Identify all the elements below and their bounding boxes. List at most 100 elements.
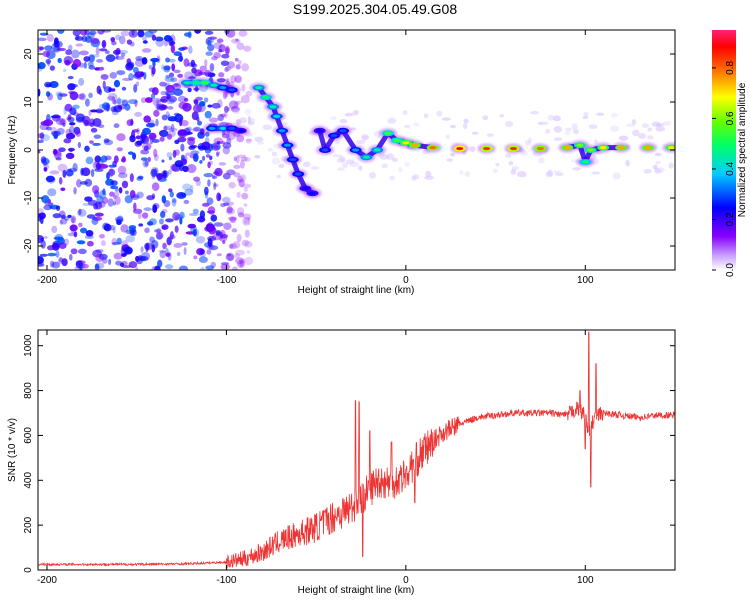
noise-blob (183, 247, 187, 256)
noise-blob (243, 218, 248, 225)
noise-blob (43, 204, 53, 211)
noise-blob (237, 154, 247, 159)
noise-blob (128, 225, 137, 230)
noise-blob (207, 39, 212, 46)
noise-blob (109, 191, 115, 197)
noise-blob (582, 115, 589, 120)
noise-blob (202, 155, 206, 161)
noise-blob (564, 131, 571, 136)
noise-blob (247, 217, 251, 226)
signal-core (219, 86, 227, 90)
noise-blob (238, 258, 246, 264)
noise-blob (227, 61, 236, 69)
noise-blob (171, 83, 182, 90)
signal-core (384, 131, 392, 135)
noise-blob (39, 253, 48, 257)
noise-blob (121, 156, 126, 162)
noise-blob (207, 238, 213, 247)
noise-blob (73, 186, 77, 195)
noise-blob (90, 168, 95, 178)
noise-blob (152, 97, 162, 107)
noise-blob (206, 249, 212, 255)
noise-blob (226, 169, 236, 176)
noise-blob (76, 240, 86, 245)
noise-blob (193, 176, 201, 182)
noise-blob (121, 240, 129, 249)
noise-blob (165, 57, 170, 63)
noise-blob (271, 151, 278, 157)
noise-blob (241, 183, 252, 189)
noise-blob (58, 177, 63, 185)
noise-blob (151, 66, 156, 75)
noise-blob (65, 132, 76, 140)
noise-blob (75, 113, 85, 122)
noise-blob (78, 50, 89, 56)
signal-core (411, 143, 419, 147)
noise-blob (72, 162, 78, 172)
noise-blob (147, 119, 155, 127)
noise-blob (84, 145, 90, 152)
signal-core (237, 129, 245, 133)
signal-core (208, 126, 216, 130)
noise-blob (192, 104, 203, 113)
noise-blob (239, 260, 244, 267)
noise-blob (142, 134, 148, 143)
noise-blob (243, 203, 248, 207)
noise-blob (57, 30, 65, 34)
noise-blob (610, 125, 619, 132)
noise-blob (212, 174, 216, 180)
noise-blob (341, 162, 349, 168)
noise-blob (78, 222, 83, 228)
noise-blob (65, 152, 75, 160)
y-tick-label: 1000 (23, 334, 34, 357)
noise-blob (203, 97, 209, 103)
noise-blob (68, 253, 73, 261)
noise-blob (46, 176, 56, 184)
noise-blob (143, 207, 152, 212)
noise-blob (219, 231, 224, 240)
noise-blob (155, 232, 164, 240)
noise-blob (99, 233, 105, 239)
noise-blob (446, 158, 454, 162)
noise-blob (654, 152, 662, 157)
noise-blob (143, 242, 153, 251)
noise-blob (156, 99, 160, 105)
noise-blob (505, 153, 512, 158)
y-tick-label: 20 (23, 48, 34, 60)
noise-blob (117, 97, 121, 106)
noise-blob (177, 73, 184, 78)
noise-blob (499, 113, 505, 118)
noise-blob (140, 97, 147, 104)
noise-blob (161, 224, 169, 230)
signal-core (283, 143, 291, 147)
noise-blob (188, 45, 193, 54)
noise-blob (160, 90, 169, 96)
noise-blob (95, 108, 103, 114)
noise-blob (381, 163, 388, 169)
noise-blob (156, 103, 167, 111)
noise-blob (45, 175, 55, 183)
noise-blob (91, 217, 99, 225)
noise-blob (198, 256, 208, 264)
noise-blob (213, 171, 220, 175)
noise-blob (234, 253, 240, 259)
noise-blob (654, 167, 665, 173)
noise-blob (129, 190, 136, 199)
noise-blob (112, 201, 117, 206)
noise-blob (135, 255, 140, 262)
noise-blob (207, 206, 216, 215)
noise-blob (51, 225, 58, 234)
noise-blob (172, 212, 181, 221)
noise-blob (223, 105, 229, 113)
noise-blob (236, 259, 246, 269)
noise-blob (77, 93, 85, 100)
noise-blob (60, 187, 66, 192)
noise-blob (240, 95, 250, 104)
noise-blob (99, 48, 108, 52)
noise-blob (144, 227, 150, 234)
noise-blob (218, 72, 225, 78)
noise-blob (469, 146, 476, 152)
spectrogram-x-label: Height of straight line (km) (298, 285, 415, 296)
noise-blob (76, 178, 82, 188)
